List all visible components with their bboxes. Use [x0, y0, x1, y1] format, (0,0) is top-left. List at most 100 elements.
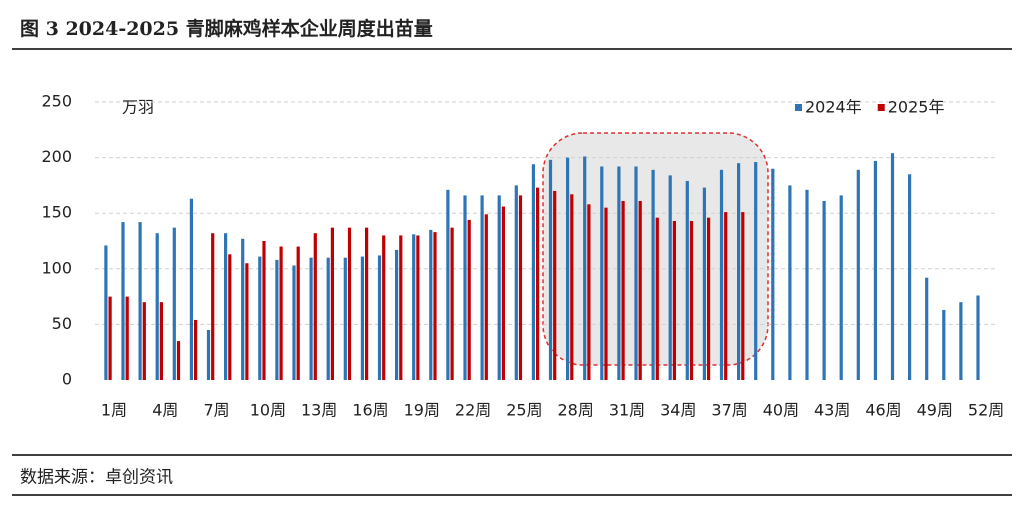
bar	[108, 296, 112, 380]
bar	[771, 168, 775, 380]
bar	[125, 296, 129, 380]
bar	[241, 238, 245, 380]
source: 数据来源：卓创资讯	[20, 468, 173, 488]
bar	[463, 195, 467, 380]
bar	[484, 214, 488, 380]
x-tick-label: 22周	[455, 401, 491, 420]
bar	[737, 163, 741, 380]
bar	[873, 160, 877, 380]
bar	[805, 189, 809, 380]
x-tick-label: 43周	[814, 401, 850, 420]
y-tick-label: 150	[41, 203, 72, 222]
x-tick-label: 31周	[609, 401, 645, 420]
bar	[416, 235, 420, 380]
bar	[245, 263, 249, 380]
bar	[343, 257, 347, 380]
x-tick-label: 40周	[763, 401, 799, 420]
bar	[450, 227, 454, 380]
x-tick-label: 19周	[404, 401, 440, 420]
bar	[908, 174, 912, 380]
bar	[617, 166, 621, 380]
bar	[638, 200, 642, 380]
bar	[395, 249, 399, 380]
bar	[313, 233, 317, 380]
bar	[587, 204, 591, 380]
bar	[382, 235, 386, 380]
bar	[536, 187, 540, 380]
bar	[467, 219, 471, 380]
bar	[155, 233, 159, 380]
highlight-box	[542, 132, 769, 366]
bar	[651, 169, 655, 380]
bar	[497, 195, 501, 380]
bar	[258, 256, 262, 380]
bar	[531, 164, 535, 380]
x-tick-label: 37周	[711, 401, 747, 420]
x-tick-label: 28周	[558, 401, 594, 420]
x-tick-label: 34周	[660, 401, 696, 420]
bar	[296, 246, 300, 380]
bar	[959, 302, 963, 380]
bar	[741, 212, 745, 380]
x-tick-label: 7周	[204, 401, 230, 420]
bar	[719, 169, 724, 380]
bar	[925, 277, 929, 380]
bar	[634, 166, 638, 380]
bar	[142, 302, 146, 380]
bar	[189, 198, 193, 380]
bar	[176, 341, 181, 380]
x-tick-label: 13周	[301, 401, 337, 420]
bar	[570, 194, 574, 380]
bar	[121, 222, 125, 380]
bar	[279, 246, 283, 380]
bar	[347, 227, 352, 380]
bar	[262, 241, 266, 380]
bar	[501, 206, 505, 380]
legend-label: 2024年	[805, 98, 862, 117]
bar	[856, 169, 860, 380]
bar	[672, 220, 676, 380]
bar	[480, 195, 484, 380]
bar	[377, 255, 382, 380]
bar	[724, 212, 728, 380]
bar	[890, 153, 895, 380]
bar	[689, 220, 694, 380]
legend-swatch	[795, 104, 802, 111]
x-tick-label: 16周	[352, 401, 388, 420]
x-tick-label: 10周	[250, 401, 286, 420]
bar	[138, 222, 142, 380]
x-tick-label: 4周	[152, 401, 178, 420]
bar	[275, 259, 279, 380]
bar	[822, 200, 826, 380]
y-tick-label: 0	[62, 370, 72, 389]
bar	[330, 227, 334, 380]
y-tick-label: 200	[41, 147, 72, 166]
bar	[104, 245, 108, 380]
bar	[309, 257, 313, 380]
y-tick-label: 100	[41, 258, 72, 277]
bar	[655, 217, 659, 380]
bar	[399, 235, 403, 380]
bar	[702, 187, 706, 380]
bar	[365, 227, 369, 380]
bar	[707, 217, 711, 380]
bar	[292, 265, 296, 380]
bar	[583, 156, 587, 380]
bar	[172, 227, 176, 380]
bar	[412, 234, 416, 380]
x-tick-label: 1周	[101, 401, 127, 420]
chart-title: 图 3 2024-2025 青脚麻鸡样本企业周度出苗量	[20, 17, 433, 40]
bar	[942, 309, 946, 380]
x-tick-label: 49周	[917, 401, 953, 420]
bar	[514, 185, 518, 380]
bar	[159, 302, 163, 380]
legend-swatch	[877, 104, 885, 111]
bar	[566, 157, 570, 380]
bar	[668, 175, 672, 380]
bar	[839, 195, 843, 380]
bar	[326, 257, 330, 380]
x-tick-label: 52周	[968, 401, 1004, 420]
bar	[604, 207, 608, 380]
bar	[206, 329, 211, 380]
x-tick-label: 46周	[865, 401, 901, 420]
